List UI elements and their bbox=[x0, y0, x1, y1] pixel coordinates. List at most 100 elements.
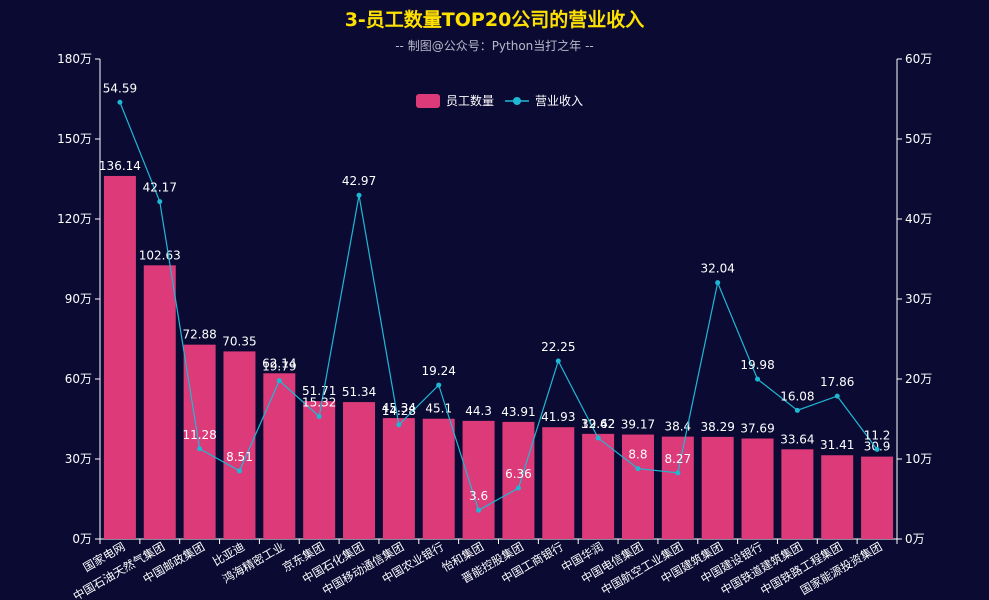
chart-title: 3-员工数量TOP20公司的营业收入 bbox=[345, 8, 645, 31]
bar bbox=[741, 438, 774, 539]
line-point bbox=[117, 99, 123, 105]
line-value-label: 15.32 bbox=[302, 395, 336, 409]
line-point bbox=[476, 507, 482, 513]
right-tick-label: 60万 bbox=[905, 52, 932, 66]
bar-value-label: 70.35 bbox=[222, 334, 256, 348]
line-value-label: 6.36 bbox=[505, 467, 532, 481]
bar bbox=[382, 418, 415, 539]
bar bbox=[303, 401, 336, 539]
line-point bbox=[595, 435, 601, 441]
line-point bbox=[874, 446, 880, 452]
axes: 0万 0万 30万 10万 60万 20万 90万 30万 120万 40万 150万 50万 180万… bbox=[57, 52, 932, 546]
right-tick-label: 40万 bbox=[905, 212, 932, 226]
line-point bbox=[715, 280, 721, 286]
line-value-label: 19.98 bbox=[740, 358, 774, 372]
left-tick-label: 120万 bbox=[57, 212, 92, 226]
line-point bbox=[436, 382, 442, 388]
line-value-label: 3.6 bbox=[469, 489, 488, 503]
line-point bbox=[834, 393, 840, 399]
legend-swatch-dot bbox=[513, 97, 521, 105]
legend[interactable]: 员工数量 营业收入 bbox=[416, 93, 583, 108]
line-value-label: 54.59 bbox=[103, 81, 137, 95]
bar bbox=[861, 456, 894, 539]
bar-value-label: 43.91 bbox=[501, 405, 535, 419]
bar bbox=[621, 434, 654, 539]
chart-subtitle: -- 制图@公众号：Python当打之年 -- bbox=[395, 39, 594, 53]
line-value-label: 8.27 bbox=[664, 452, 691, 466]
bar bbox=[462, 420, 495, 539]
line-value-label: 14.28 bbox=[382, 404, 416, 418]
bar-value-label: 45.34 bbox=[382, 401, 416, 415]
line-value-label: 19.79 bbox=[262, 360, 296, 374]
bar-series bbox=[103, 175, 894, 539]
bar bbox=[343, 402, 376, 539]
right-tick-label: 30万 bbox=[905, 292, 932, 306]
line-point bbox=[316, 413, 322, 419]
legend-swatch-bar bbox=[416, 94, 440, 108]
bar-value-label: 44.3 bbox=[465, 404, 492, 418]
bar-value-label: 136.14 bbox=[99, 159, 141, 173]
bar-value-label: 62.14 bbox=[262, 356, 296, 370]
line-point bbox=[794, 407, 800, 413]
left-tick-label: 90万 bbox=[65, 292, 92, 306]
line-value-label: 8.8 bbox=[628, 448, 647, 462]
line-value-label: 8.51 bbox=[226, 450, 253, 464]
line-value-label: 32.04 bbox=[700, 262, 734, 276]
bar bbox=[143, 265, 176, 539]
bar-value-label: 72.88 bbox=[182, 328, 216, 342]
bar-value-label: 102.63 bbox=[139, 248, 181, 262]
bar-value-label: 41.93 bbox=[541, 410, 575, 424]
bar-value-label: 38.4 bbox=[664, 420, 691, 434]
bar bbox=[263, 373, 296, 539]
bar bbox=[701, 436, 734, 539]
right-tick-label: 50万 bbox=[905, 132, 932, 146]
line-value-label: 11.28 bbox=[182, 428, 216, 442]
line-point bbox=[356, 192, 362, 198]
line-value-label: 17.86 bbox=[820, 375, 854, 389]
bar bbox=[661, 436, 694, 539]
line-value-label: 19.24 bbox=[422, 364, 456, 378]
right-tick-label: 10万 bbox=[905, 452, 932, 466]
line-value-label: 12.62 bbox=[581, 417, 615, 431]
line-value-label: 16.08 bbox=[780, 389, 814, 403]
line-point bbox=[755, 376, 761, 382]
bar-value-label: 39.17 bbox=[621, 418, 655, 432]
bar bbox=[422, 418, 455, 539]
bar-value-label: 38.29 bbox=[700, 420, 734, 434]
line-value-label: 42.17 bbox=[143, 181, 177, 195]
left-tick-label: 0万 bbox=[72, 532, 92, 546]
line-series bbox=[117, 99, 880, 513]
line-point bbox=[555, 358, 561, 364]
line-point bbox=[276, 378, 282, 384]
bar-value-label: 37.69 bbox=[740, 421, 774, 435]
line-point bbox=[515, 485, 521, 491]
bar bbox=[582, 433, 615, 539]
bar-value-label: 33.64 bbox=[780, 432, 814, 446]
left-tick-label: 150万 bbox=[57, 132, 92, 146]
legend-label-line: 营业收入 bbox=[535, 94, 583, 108]
bar bbox=[183, 344, 216, 539]
bar bbox=[781, 449, 814, 539]
line-value-label: 42.97 bbox=[342, 174, 376, 188]
legend-label-bar: 员工数量 bbox=[446, 93, 494, 108]
line-value-labels: 54.59 42.17 11.28 8.51 19.79 15.32 42.97 14.28 1… bbox=[103, 81, 891, 503]
bar bbox=[502, 421, 535, 539]
right-tick-label: 20万 bbox=[905, 372, 932, 386]
bar bbox=[223, 351, 256, 539]
bar bbox=[103, 175, 136, 539]
right-tick-label: 0万 bbox=[905, 532, 925, 546]
bar-value-labels: 136.14 102.63 72.88 70.35 62.14 51.71 51.34 45.… bbox=[99, 159, 891, 454]
left-tick-label: 60万 bbox=[65, 372, 92, 386]
bar bbox=[542, 427, 575, 539]
line-point bbox=[675, 470, 681, 476]
line-value-label: 11.2 bbox=[864, 428, 891, 442]
line-point bbox=[157, 199, 163, 205]
bar-value-label: 51.34 bbox=[342, 385, 376, 399]
bar-value-label: 30.9 bbox=[864, 440, 891, 454]
line-path bbox=[119, 102, 878, 512]
line-value-label: 22.25 bbox=[541, 340, 575, 354]
line-point bbox=[236, 468, 242, 474]
bar bbox=[821, 455, 854, 539]
